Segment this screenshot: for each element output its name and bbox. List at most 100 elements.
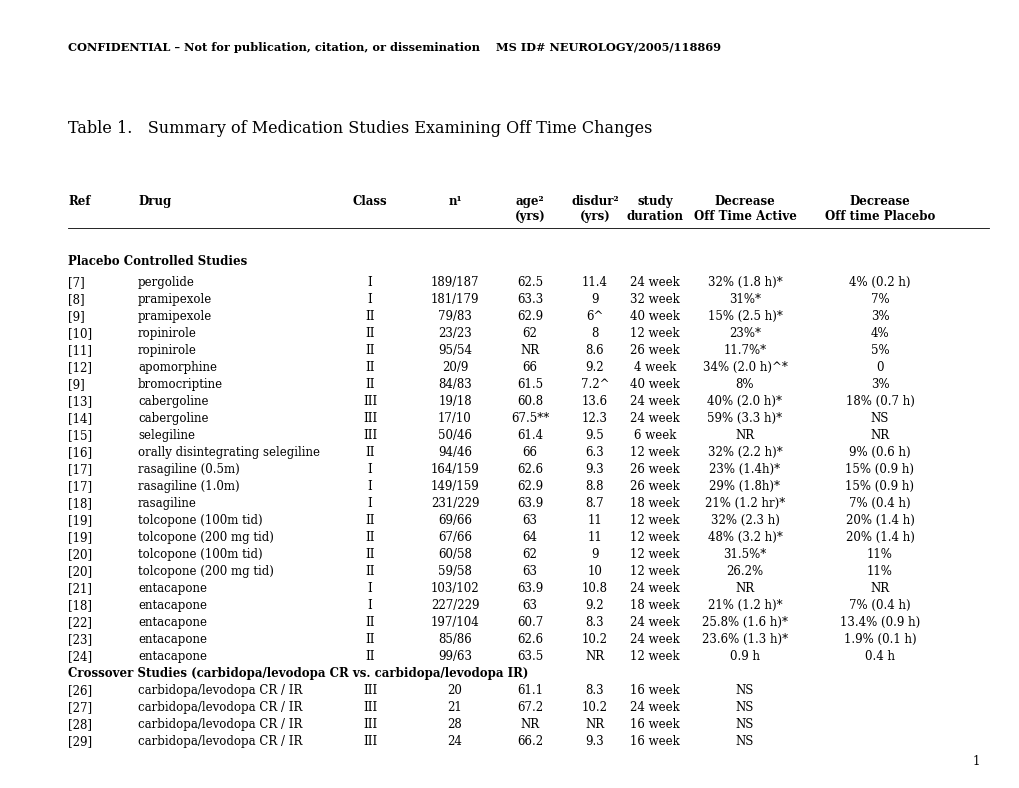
Text: 12 week: 12 week: [630, 327, 679, 340]
Text: I: I: [367, 276, 372, 289]
Text: 67.5**: 67.5**: [511, 412, 548, 425]
Text: NR: NR: [869, 582, 889, 595]
Text: II: II: [365, 378, 374, 391]
Text: 9.5: 9.5: [585, 429, 604, 442]
Text: 63.9: 63.9: [517, 582, 542, 595]
Text: 0.9 h: 0.9 h: [730, 650, 759, 663]
Text: NS: NS: [735, 701, 753, 714]
Text: 66: 66: [522, 361, 537, 374]
Text: 31.5%*: 31.5%*: [722, 548, 766, 561]
Text: 11.7%*: 11.7%*: [722, 344, 766, 357]
Text: carbidopa/levodopa CR / IR: carbidopa/levodopa CR / IR: [138, 718, 302, 731]
Text: 66: 66: [522, 446, 537, 459]
Text: II: II: [365, 548, 374, 561]
Text: Drug: Drug: [138, 195, 171, 208]
Text: [8]: [8]: [68, 293, 85, 306]
Text: [18]: [18]: [68, 599, 92, 612]
Text: 85/86: 85/86: [438, 633, 472, 646]
Text: 20% (1.4 h): 20% (1.4 h): [845, 514, 914, 527]
Text: 67/66: 67/66: [437, 531, 472, 544]
Text: n¹: n¹: [447, 195, 462, 208]
Text: 8.8: 8.8: [585, 480, 603, 493]
Text: 11%: 11%: [866, 548, 892, 561]
Text: III: III: [363, 735, 377, 748]
Text: NR: NR: [735, 582, 754, 595]
Text: 6^: 6^: [586, 310, 603, 323]
Text: NR: NR: [520, 344, 539, 357]
Text: [23]: [23]: [68, 633, 92, 646]
Text: II: II: [365, 310, 374, 323]
Text: NR: NR: [869, 429, 889, 442]
Text: 4% (0.2 h): 4% (0.2 h): [849, 276, 910, 289]
Text: Placebo Controlled Studies: Placebo Controlled Studies: [68, 255, 247, 268]
Text: 164/159: 164/159: [430, 463, 479, 476]
Text: age²: age²: [516, 195, 544, 208]
Text: 231/229: 231/229: [430, 497, 479, 510]
Text: 24 week: 24 week: [630, 616, 680, 629]
Text: 31%*: 31%*: [729, 293, 760, 306]
Text: 227/229: 227/229: [430, 599, 479, 612]
Text: bromocriptine: bromocriptine: [138, 378, 223, 391]
Text: rasagiline (0.5m): rasagiline (0.5m): [138, 463, 239, 476]
Text: 25.8% (1.6 h)*: 25.8% (1.6 h)*: [701, 616, 788, 629]
Text: II: II: [365, 616, 374, 629]
Text: III: III: [363, 684, 377, 697]
Text: 4%: 4%: [870, 327, 889, 340]
Text: 11.4: 11.4: [582, 276, 607, 289]
Text: 32% (1.8 h)*: 32% (1.8 h)*: [707, 276, 782, 289]
Text: 18 week: 18 week: [630, 497, 679, 510]
Text: 149/159: 149/159: [430, 480, 479, 493]
Text: 20% (1.4 h): 20% (1.4 h): [845, 531, 914, 544]
Text: entacapone: entacapone: [138, 616, 207, 629]
Text: entacapone: entacapone: [138, 650, 207, 663]
Text: (yrs): (yrs): [579, 210, 609, 223]
Text: 0.4 h: 0.4 h: [864, 650, 894, 663]
Text: 189/187: 189/187: [430, 276, 479, 289]
Text: 24 week: 24 week: [630, 633, 680, 646]
Text: 63.9: 63.9: [517, 497, 542, 510]
Text: 8.7: 8.7: [585, 497, 603, 510]
Text: 10.8: 10.8: [582, 582, 607, 595]
Text: 8: 8: [591, 327, 598, 340]
Text: 62.6: 62.6: [517, 463, 542, 476]
Text: 50/46: 50/46: [437, 429, 472, 442]
Text: 6 week: 6 week: [633, 429, 676, 442]
Text: 62.5: 62.5: [517, 276, 542, 289]
Text: tolcopone (100m tid): tolcopone (100m tid): [138, 548, 262, 561]
Text: rasagiline: rasagiline: [138, 497, 197, 510]
Text: 40% (2.0 h)*: 40% (2.0 h)*: [707, 395, 782, 408]
Text: 7%: 7%: [870, 293, 889, 306]
Text: 12.3: 12.3: [582, 412, 607, 425]
Text: tolcopone (100m tid): tolcopone (100m tid): [138, 514, 262, 527]
Text: 12 week: 12 week: [630, 531, 679, 544]
Text: [17]: [17]: [68, 463, 92, 476]
Text: [27]: [27]: [68, 701, 92, 714]
Text: [7]: [7]: [68, 276, 85, 289]
Text: 9.3: 9.3: [585, 463, 604, 476]
Text: [16]: [16]: [68, 446, 92, 459]
Text: NR: NR: [585, 718, 604, 731]
Text: carbidopa/levodopa CR / IR: carbidopa/levodopa CR / IR: [138, 684, 302, 697]
Text: III: III: [363, 395, 377, 408]
Text: [19]: [19]: [68, 531, 92, 544]
Text: 11%: 11%: [866, 565, 892, 578]
Text: [20]: [20]: [68, 565, 92, 578]
Text: 10: 10: [587, 565, 602, 578]
Text: I: I: [367, 582, 372, 595]
Text: 61.5: 61.5: [517, 378, 542, 391]
Text: 24 week: 24 week: [630, 276, 680, 289]
Text: [13]: [13]: [68, 395, 92, 408]
Text: entacapone: entacapone: [138, 633, 207, 646]
Text: 28: 28: [447, 718, 462, 731]
Text: 18 week: 18 week: [630, 599, 679, 612]
Text: [14]: [14]: [68, 412, 92, 425]
Text: carbidopa/levodopa CR / IR: carbidopa/levodopa CR / IR: [138, 735, 302, 748]
Text: II: II: [365, 650, 374, 663]
Text: 4 week: 4 week: [633, 361, 676, 374]
Text: 24 week: 24 week: [630, 582, 680, 595]
Text: 13.6: 13.6: [582, 395, 607, 408]
Text: 60.7: 60.7: [517, 616, 542, 629]
Text: 7% (0.4 h): 7% (0.4 h): [849, 599, 910, 612]
Text: 15% (0.9 h): 15% (0.9 h): [845, 463, 914, 476]
Text: I: I: [367, 463, 372, 476]
